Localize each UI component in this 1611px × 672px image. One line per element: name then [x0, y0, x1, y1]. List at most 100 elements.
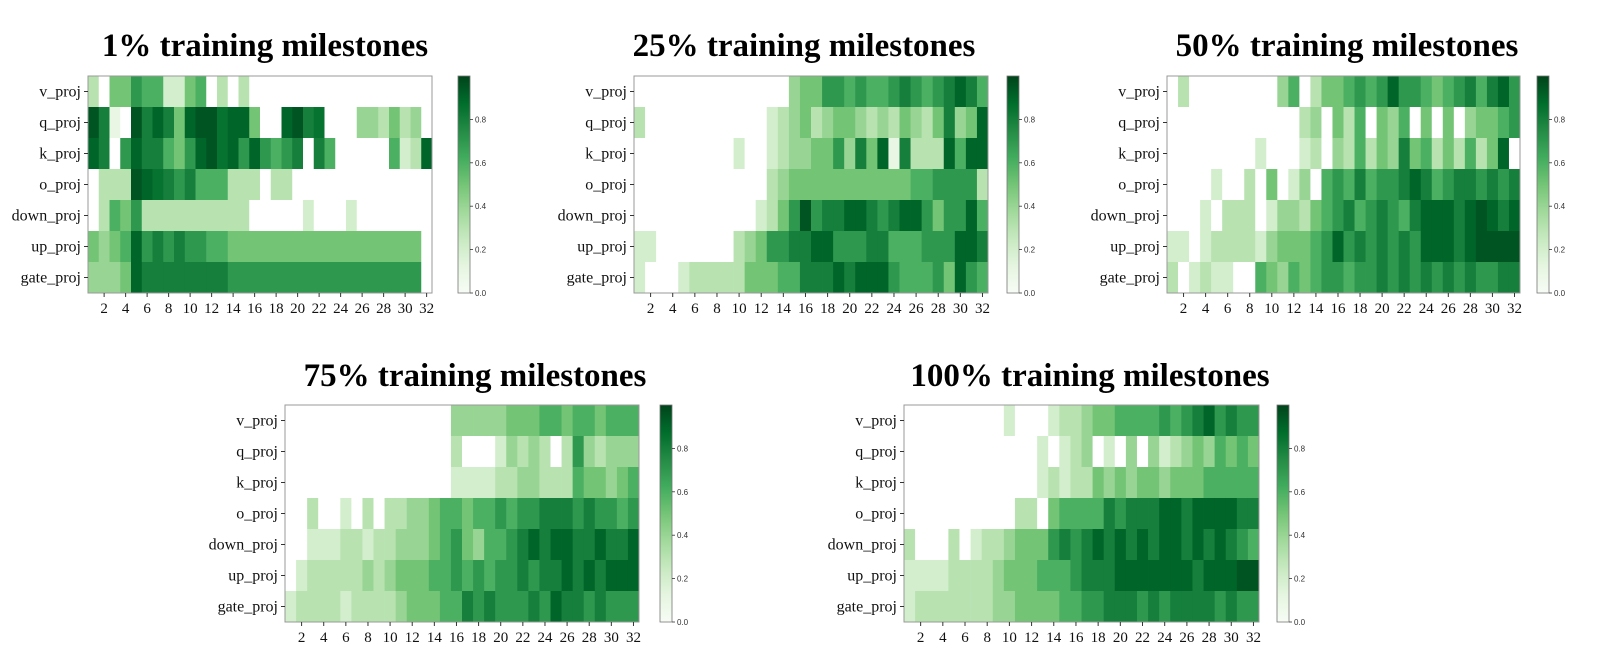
x-tick-label: 28 [1202, 630, 1217, 646]
heatmap-cell [1236, 405, 1249, 437]
heatmap-cell [833, 169, 845, 201]
heatmap-cell [799, 200, 812, 232]
heatmap-cell [1167, 200, 1179, 232]
heatmap-cell [689, 231, 701, 263]
heatmap-cell [733, 231, 746, 263]
heatmap-cell [1081, 498, 1093, 530]
heatmap-cell [1332, 169, 1344, 201]
heatmap-cell [285, 436, 297, 468]
heatmap-cell [517, 405, 529, 437]
chart-title: 75% training milestones [304, 358, 647, 394]
heatmap-cell [313, 231, 325, 263]
heatmap-cell [484, 560, 496, 592]
heatmap-cell [899, 231, 911, 263]
heatmap-cell [550, 591, 562, 623]
heatmap-cell [1192, 498, 1204, 530]
heatmap-cell [217, 138, 229, 170]
colorbar-tick-label: 0.0 [1294, 618, 1306, 627]
heatmap-cell [1288, 107, 1300, 139]
heatmap-cell [109, 262, 121, 294]
heatmap-cell [195, 76, 207, 108]
heatmap-cell [932, 262, 945, 294]
heatmap-cell [777, 200, 790, 232]
heatmap-cell [788, 262, 801, 294]
heatmap-cell [948, 498, 960, 530]
x-tick-label: 16 [1330, 301, 1346, 317]
heatmap-cell [959, 560, 971, 592]
heatmap-cell [1343, 169, 1355, 201]
heatmap-cell [799, 107, 812, 139]
heatmap-cell [318, 560, 330, 592]
x-tick-label: 24 [537, 630, 553, 646]
heatmap-cell [528, 560, 540, 592]
heatmap-cell [399, 231, 411, 263]
heatmap-cell [904, 467, 916, 499]
x-tick-label: 20 [842, 301, 857, 317]
heatmap-cell [1247, 560, 1260, 592]
heatmap-cell [1376, 200, 1389, 232]
heatmap-cell [1037, 467, 1049, 499]
heatmap-cell [932, 138, 945, 170]
heatmap-cell [1431, 138, 1444, 170]
heatmap-cell [131, 200, 143, 232]
heatmap-cell [495, 467, 507, 499]
heatmap-cell [120, 169, 132, 201]
heatmap-cell [1125, 591, 1138, 623]
heatmap-cell [1092, 529, 1105, 561]
heatmap-cell [777, 169, 790, 201]
heatmap-cell [351, 405, 363, 437]
heatmap-cell [152, 107, 164, 139]
heatmap-cell [855, 107, 867, 139]
heatmap-cell [417, 467, 430, 499]
heatmap-cell [744, 138, 757, 170]
y-tick-label: k_proj [585, 146, 627, 163]
x-tick-label: 12 [204, 301, 219, 317]
heatmap-cell [811, 200, 823, 232]
y-tick-label: down_proj [209, 537, 278, 554]
heatmap-cell [362, 498, 374, 530]
heatmap-cell [921, 107, 934, 139]
heatmap-cell [634, 107, 646, 139]
heatmap-cell [184, 169, 196, 201]
heatmap-cell [1136, 405, 1149, 437]
heatmap-cell [1092, 591, 1105, 623]
heatmap-cell [362, 436, 374, 468]
heatmap-cell [1148, 529, 1160, 561]
heatmap-cell [1299, 138, 1311, 170]
heatmap-cell [1081, 467, 1093, 499]
heatmap-cell [1092, 498, 1105, 530]
heatmap-cell [1178, 107, 1190, 139]
heatmap-cell [450, 498, 463, 530]
heatmap-cell [866, 138, 878, 170]
heatmap-cell [1222, 231, 1234, 263]
heatmap-cell [1486, 76, 1499, 108]
heatmap-cell [788, 76, 801, 108]
heatmap-cell [378, 107, 390, 139]
heatmap-cell [799, 262, 812, 294]
heatmap-cell [109, 169, 121, 201]
heatmap-cell [227, 262, 239, 294]
x-tick-label: 22 [312, 301, 327, 317]
heatmap-cell [1125, 498, 1138, 530]
heatmap-cell [378, 138, 390, 170]
heatmap-cell [410, 107, 422, 139]
heatmap-cell [1244, 169, 1256, 201]
heatmap-cell [313, 107, 325, 139]
heatmap-cell [855, 138, 867, 170]
heatmap-cell [1211, 262, 1223, 294]
heatmap-cell [733, 76, 746, 108]
heatmap-cell [943, 76, 956, 108]
heatmap-cell [1059, 529, 1071, 561]
heatmap-cell [1178, 200, 1190, 232]
heatmap-cell [450, 467, 463, 499]
heatmap-cell [1288, 262, 1300, 294]
heatmap-cell [292, 231, 304, 263]
heatmap-cell [324, 200, 336, 232]
heatmap-cell [163, 200, 175, 232]
heatmap-cell [1026, 529, 1038, 561]
heatmap-cell [844, 76, 856, 108]
heatmap-cell [926, 405, 938, 437]
heatmap-cell [1332, 200, 1344, 232]
heatmap-cell [174, 262, 186, 294]
heatmap-cell [992, 467, 1005, 499]
